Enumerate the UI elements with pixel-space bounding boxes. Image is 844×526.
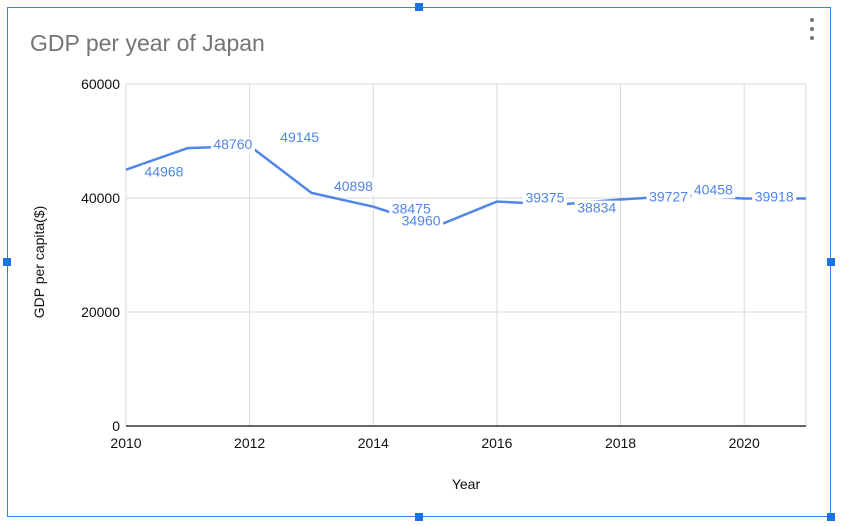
data-label-bg (331, 178, 376, 195)
data-label: 44968 (145, 164, 184, 180)
x-tick-label: 2016 (481, 435, 512, 451)
data-label-bg (389, 201, 434, 218)
resize-handle-left[interactable] (3, 258, 11, 266)
data-label: 38475 (392, 201, 431, 217)
data-label: 48760 (213, 136, 252, 152)
resize-handle-bottom[interactable] (415, 513, 423, 521)
data-label-bg (574, 200, 619, 217)
resize-handle-right[interactable] (827, 258, 835, 266)
data-label: 39918 (755, 188, 794, 204)
data-label: 40458 (694, 181, 733, 197)
data-label-bg (399, 213, 444, 230)
more-options-icon[interactable] (806, 16, 818, 42)
resize-handle-bottom-right[interactable] (827, 513, 835, 521)
resize-handle-top[interactable] (415, 3, 423, 11)
data-label: 49145 (280, 129, 319, 145)
data-label: 40898 (334, 178, 373, 194)
y-tick-label: 0 (112, 418, 120, 434)
x-tick-label: 2010 (110, 435, 141, 451)
data-label-bg (142, 164, 186, 181)
data-label-bg (210, 137, 255, 154)
data-label: 34960 (402, 213, 441, 229)
chart-title: GDP per year of Japan (30, 30, 265, 56)
x-tick-label: 2014 (358, 435, 389, 451)
x-tick-label: 2012 (234, 435, 265, 451)
data-label: 39375 (525, 190, 564, 206)
chart-container[interactable] (7, 7, 831, 517)
y-tick-label: 20000 (81, 304, 120, 320)
data-label-bg (752, 189, 797, 206)
y-axis-title: GDP per capita($) (31, 206, 47, 319)
data-label-bg (277, 129, 322, 146)
data-label-bg (646, 189, 691, 206)
x-axis-title: Year (452, 476, 481, 492)
x-tick-label: 2020 (729, 435, 760, 451)
y-tick-label: 60000 (81, 76, 120, 92)
x-tick-label: 2018 (605, 435, 636, 451)
data-label: 38834 (577, 200, 616, 216)
y-tick-label: 40000 (81, 190, 120, 206)
data-label-bg (691, 182, 736, 199)
data-label: 39727 (649, 189, 688, 205)
data-label-bg (522, 190, 567, 207)
